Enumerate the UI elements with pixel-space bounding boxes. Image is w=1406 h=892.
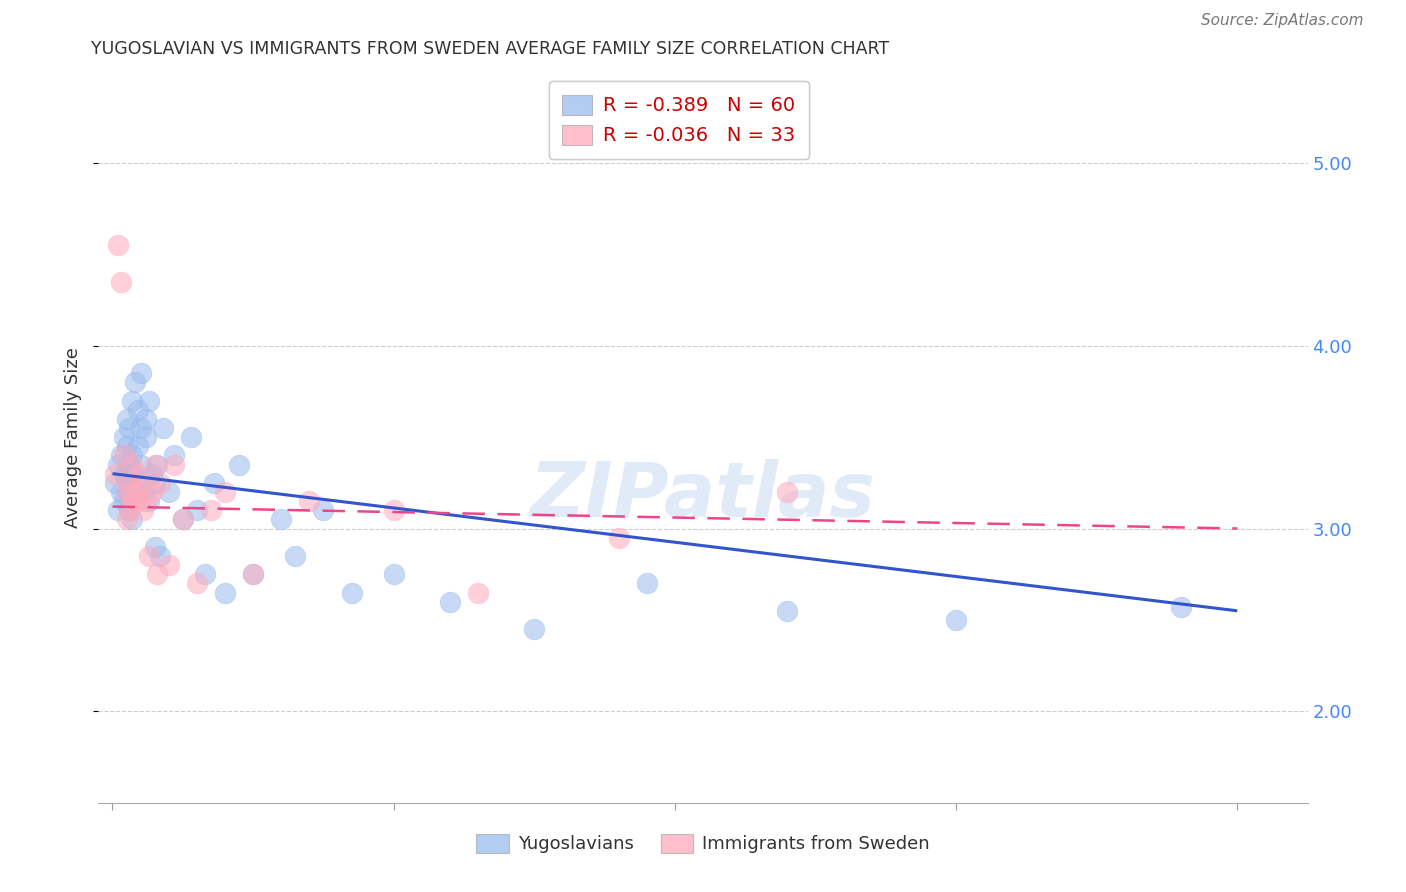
Point bbox=[112, 430, 135, 444]
Point bbox=[776, 485, 799, 500]
Point bbox=[129, 475, 152, 490]
Point bbox=[121, 458, 143, 472]
Point bbox=[121, 494, 143, 508]
Point bbox=[284, 549, 307, 563]
Point bbox=[607, 531, 630, 545]
Point bbox=[124, 475, 146, 490]
Point bbox=[121, 393, 143, 408]
Point bbox=[127, 494, 149, 508]
Point bbox=[115, 412, 138, 426]
Text: Source: ZipAtlas.com: Source: ZipAtlas.com bbox=[1201, 13, 1364, 28]
Point bbox=[143, 540, 166, 554]
Point bbox=[132, 503, 155, 517]
Point bbox=[129, 458, 152, 472]
Point bbox=[149, 475, 172, 490]
Point bbox=[115, 485, 138, 500]
Point bbox=[107, 238, 129, 252]
Point bbox=[112, 448, 135, 462]
Point bbox=[115, 439, 138, 453]
Point bbox=[138, 494, 160, 508]
Point bbox=[110, 275, 132, 289]
Point bbox=[523, 622, 546, 636]
Point bbox=[121, 467, 143, 481]
Legend: R = -0.389   N = 60, R = -0.036   N = 33: R = -0.389 N = 60, R = -0.036 N = 33 bbox=[548, 81, 808, 159]
Point bbox=[104, 475, 127, 490]
Point bbox=[129, 366, 152, 380]
Point bbox=[1170, 600, 1192, 615]
Point bbox=[115, 467, 138, 481]
Point bbox=[163, 448, 186, 462]
Point bbox=[135, 412, 157, 426]
Point bbox=[107, 503, 129, 517]
Point bbox=[127, 467, 149, 481]
Point bbox=[228, 458, 250, 472]
Point bbox=[152, 421, 174, 435]
Point bbox=[127, 402, 149, 417]
Point bbox=[439, 594, 461, 608]
Point bbox=[270, 512, 292, 526]
Point bbox=[298, 494, 321, 508]
Legend: Yugoslavians, Immigrants from Sweden: Yugoslavians, Immigrants from Sweden bbox=[470, 827, 936, 861]
Point bbox=[312, 503, 335, 517]
Point bbox=[141, 485, 163, 500]
Y-axis label: Average Family Size: Average Family Size bbox=[65, 347, 83, 527]
Point bbox=[143, 475, 166, 490]
Point bbox=[467, 585, 489, 599]
Point bbox=[382, 503, 405, 517]
Point bbox=[135, 430, 157, 444]
Point bbox=[214, 485, 236, 500]
Text: ZIPatlas: ZIPatlas bbox=[530, 458, 876, 533]
Point bbox=[132, 485, 155, 500]
Text: YUGOSLAVIAN VS IMMIGRANTS FROM SWEDEN AVERAGE FAMILY SIZE CORRELATION CHART: YUGOSLAVIAN VS IMMIGRANTS FROM SWEDEN AV… bbox=[91, 40, 890, 58]
Point bbox=[118, 475, 141, 490]
Point bbox=[214, 585, 236, 599]
Point bbox=[118, 503, 141, 517]
Point bbox=[146, 458, 169, 472]
Point bbox=[121, 448, 143, 462]
Point bbox=[141, 467, 163, 481]
Point bbox=[242, 567, 264, 582]
Point bbox=[115, 512, 138, 526]
Point bbox=[104, 467, 127, 481]
Point bbox=[124, 485, 146, 500]
Point bbox=[143, 458, 166, 472]
Point bbox=[112, 494, 135, 508]
Point bbox=[118, 475, 141, 490]
Point bbox=[135, 494, 157, 508]
Point bbox=[127, 439, 149, 453]
Point bbox=[163, 458, 186, 472]
Point bbox=[124, 485, 146, 500]
Point bbox=[636, 576, 658, 591]
Point bbox=[382, 567, 405, 582]
Point bbox=[118, 503, 141, 517]
Point bbox=[340, 585, 363, 599]
Point bbox=[945, 613, 967, 627]
Point bbox=[129, 421, 152, 435]
Point bbox=[776, 604, 799, 618]
Point bbox=[115, 485, 138, 500]
Point bbox=[194, 567, 217, 582]
Point bbox=[112, 467, 135, 481]
Point bbox=[172, 512, 194, 526]
Point bbox=[180, 430, 202, 444]
Point bbox=[118, 458, 141, 472]
Point bbox=[186, 576, 208, 591]
Point bbox=[202, 475, 225, 490]
Point bbox=[157, 485, 180, 500]
Point bbox=[124, 375, 146, 389]
Point bbox=[118, 421, 141, 435]
Point bbox=[138, 549, 160, 563]
Point bbox=[172, 512, 194, 526]
Point bbox=[186, 503, 208, 517]
Point bbox=[242, 567, 264, 582]
Point bbox=[110, 485, 132, 500]
Point bbox=[157, 558, 180, 573]
Point bbox=[138, 393, 160, 408]
Point bbox=[107, 458, 129, 472]
Point bbox=[149, 549, 172, 563]
Point bbox=[121, 512, 143, 526]
Point bbox=[146, 567, 169, 582]
Point bbox=[110, 448, 132, 462]
Point bbox=[200, 503, 222, 517]
